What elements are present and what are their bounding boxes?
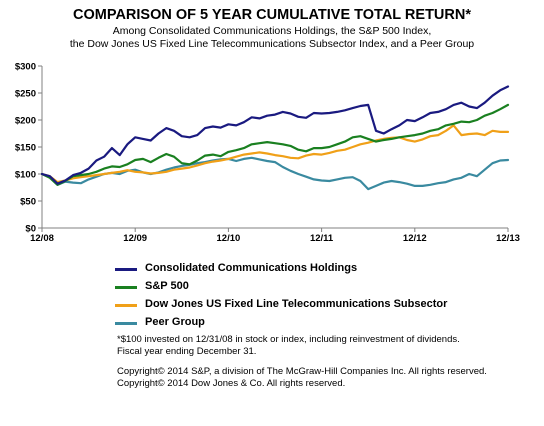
chart-axes: $0 $50 $100 $150 $200 $250 $300 12/08 12/09 12/10… [15,62,520,245]
series-line-2 [40,124,510,184]
x-tick-label: 12/12 [403,233,427,244]
legend-swatch-sp500 [115,286,137,289]
chart-subtitle-line-2: the Dow Jones US Fixed Line Telecommunic… [69,38,475,50]
footnote-copyright-dow-jones: Copyright© 2014 Dow Jones & Co. All righ… [117,378,346,389]
footnote-fiscal-year: Fiscal year ending December 31. [117,346,257,357]
x-tick-label: 12/10 [217,233,241,244]
series-line-0 [40,85,510,185]
y-tick-label: $300 [15,62,36,73]
legend-swatch-consolidated [115,268,137,271]
series-line-3 [40,156,510,191]
footnote-copyright-sp: Copyright© 2014 S&P, a division of The M… [117,366,487,377]
chart-series [40,85,510,191]
legend-label-dow-jones: Dow Jones US Fixed Line Telecommunicatio… [145,298,448,310]
legend-label-peer-group: Peer Group [145,316,205,328]
y-tick-label: $250 [15,89,36,100]
series-line-1 [40,103,510,186]
chart-subtitle-line-1: Among Consolidated Communications Holdin… [112,25,432,37]
y-tick-label: $150 [15,143,36,154]
y-tick-label: $100 [15,170,36,181]
x-tick-label: 12/09 [123,233,147,244]
legend-label-sp500: S&P 500 [145,280,189,292]
x-tick-label: 12/13 [496,233,520,244]
legend-swatch-peer-group [115,322,137,325]
legend-label-consolidated: Consolidated Communications Holdings [145,262,358,274]
y-tick-label: $50 [20,197,36,208]
legend-swatch-dow-jones [115,304,137,307]
y-tick-label: $200 [15,116,36,127]
y-tick-label: $0 [25,224,36,235]
x-tick-label: 12/08 [30,233,54,244]
footnote-investment: *$100 invested on 12/31/08 in stock or i… [117,334,460,345]
chart-title: COMPARISON OF 5 YEAR CUMULATIVE TOTAL RE… [73,7,471,23]
x-tick-label: 12/11 [310,233,334,244]
